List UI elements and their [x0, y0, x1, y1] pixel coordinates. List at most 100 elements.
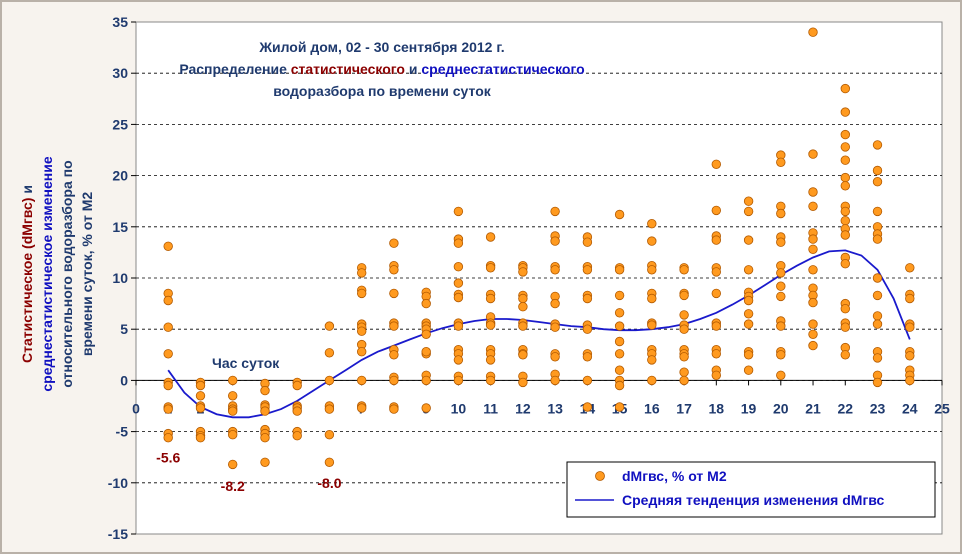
data-point [905, 375, 915, 386]
data-point [776, 281, 786, 291]
data-point [357, 288, 367, 299]
title-part: Распределение [179, 61, 290, 77]
y-tick-label: 5 [120, 321, 128, 337]
data-point [711, 349, 722, 359]
x-tick-label: 20 [773, 400, 789, 416]
data-point [743, 206, 754, 217]
data-point [582, 324, 593, 334]
data-point [195, 403, 206, 413]
data-point [840, 259, 851, 269]
data-point [324, 348, 335, 358]
data-point [743, 235, 754, 245]
y-label-part: среднестатистическое изменение [39, 156, 55, 391]
x-tick-label: 21 [805, 400, 821, 416]
legend: dMгвс, % от М2 Средняя тенденция изменен… [566, 461, 936, 518]
data-point [872, 311, 883, 321]
data-point [453, 238, 464, 248]
data-point [163, 433, 173, 443]
data-point [840, 215, 851, 226]
data-point [872, 290, 883, 301]
title-part: Жилой дом, 02 - 30 сентября 2012 г. [258, 39, 504, 55]
data-point [260, 406, 270, 416]
y-tick-label: 0 [120, 372, 128, 388]
data-point [614, 290, 625, 301]
x-axis-label: Час суток [212, 355, 280, 371]
data-point [905, 351, 915, 361]
data-point [872, 377, 883, 388]
data-point [582, 352, 593, 362]
data-point [357, 326, 367, 336]
data-point [518, 321, 528, 331]
data-point [905, 322, 915, 332]
y-tick-label: 35 [112, 14, 128, 30]
data-point [647, 320, 657, 330]
data-point [743, 365, 754, 375]
data-point [872, 353, 883, 363]
title-line: водоразбора по времени суток [273, 83, 491, 99]
data-point [550, 352, 560, 362]
data-point [421, 403, 431, 413]
data-point [550, 298, 560, 309]
data-point [324, 430, 335, 440]
data-point [421, 329, 431, 340]
data-point [421, 375, 431, 386]
data-point [711, 205, 722, 216]
y-label-part: и [19, 185, 35, 198]
x-tick-label: 18 [709, 400, 725, 416]
y-tick-label: 10 [112, 270, 128, 286]
data-point [453, 262, 464, 272]
data-point [679, 375, 689, 386]
data-point [808, 187, 818, 197]
data-point [743, 309, 754, 319]
data-point [550, 322, 560, 332]
x-tick-label: 25 [934, 400, 950, 416]
y-label-line: среднестатистическое изменение [39, 156, 55, 391]
data-point [324, 375, 335, 386]
data-point [776, 237, 786, 247]
data-point [292, 431, 302, 441]
data-point [840, 181, 851, 191]
data-point [776, 268, 786, 278]
data-point [840, 230, 851, 240]
data-point [776, 157, 786, 168]
data-point [389, 375, 399, 386]
data-point [872, 176, 883, 187]
data-point [840, 322, 851, 332]
data-point [808, 201, 818, 212]
y-tick-label: 15 [112, 219, 128, 235]
data-point [679, 324, 689, 334]
data-point [227, 406, 238, 416]
x-tick-label: 24 [902, 400, 918, 416]
data-point [647, 355, 657, 365]
x-tick-label: 10 [451, 400, 467, 416]
y-label-line: времени суток, % от М2 [79, 192, 95, 357]
legend-marker-points [595, 471, 605, 481]
data-point [485, 320, 496, 330]
data-point [518, 377, 528, 388]
y-tick-label: 20 [112, 168, 128, 184]
data-point [614, 365, 625, 375]
data-point [421, 347, 431, 357]
data-point [808, 234, 818, 244]
y-tick-label: -15 [108, 526, 128, 542]
data-point [453, 355, 464, 365]
data-point [227, 375, 238, 386]
annotations: -5.6 -8.2 -8.0 [156, 449, 342, 494]
data-point [711, 370, 722, 381]
x-tick-label: 16 [644, 400, 660, 416]
x-tick-label: 17 [676, 400, 692, 416]
legend-label-line: Средняя тенденция изменения dMгвс [622, 492, 885, 508]
x-tick-label: 0 [132, 400, 140, 416]
data-point [614, 380, 625, 391]
x-tick-label: 11 [483, 400, 498, 416]
trend-series [167, 249, 911, 419]
data-point [357, 347, 367, 357]
data-point [711, 321, 722, 331]
y-tick-label: 25 [112, 116, 128, 132]
data-point [776, 370, 786, 381]
data-point [163, 349, 173, 359]
data-point [518, 293, 528, 304]
data-point [389, 265, 399, 275]
